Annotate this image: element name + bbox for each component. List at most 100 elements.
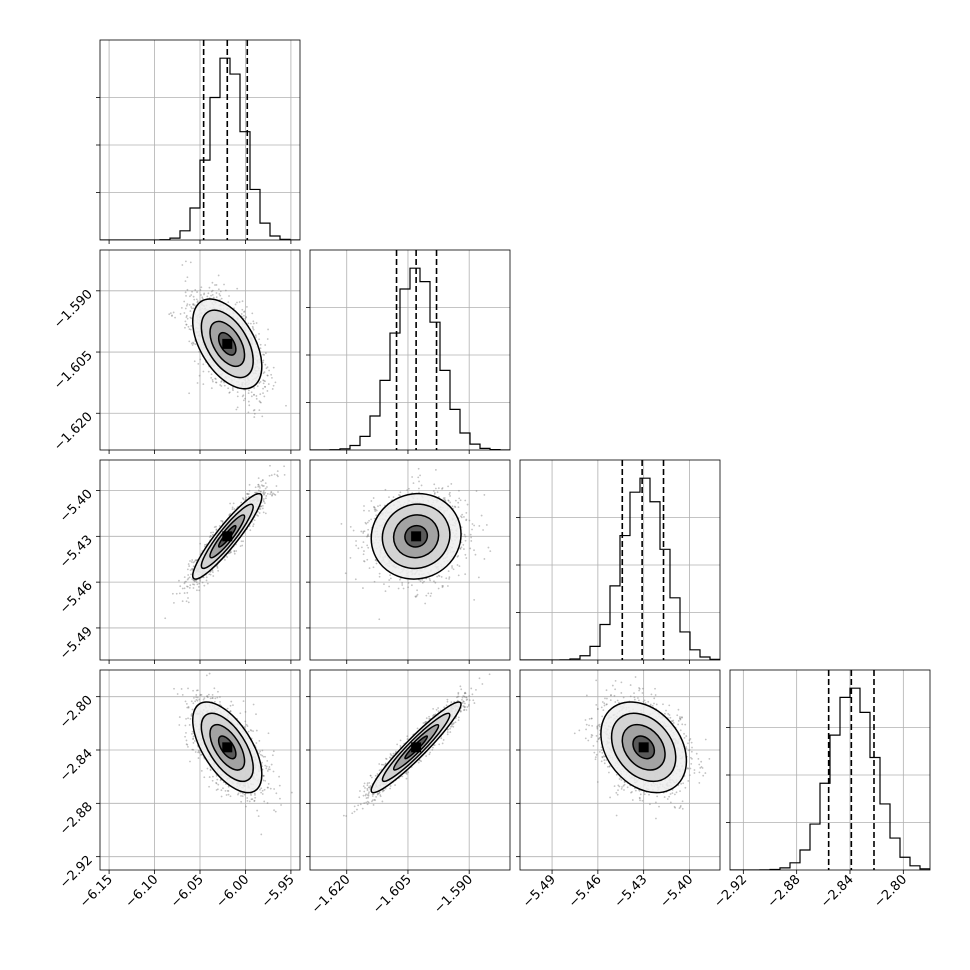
sample-point — [189, 328, 192, 331]
sample-point — [190, 317, 193, 320]
sample-point — [261, 507, 264, 510]
sample-point — [443, 497, 446, 499]
sample-point — [475, 490, 478, 492]
panel-2-0: −5.49−5.46−5.43−5.40 — [57, 459, 301, 664]
sample-point — [191, 559, 194, 561]
sample-point — [253, 416, 256, 418]
sample-point — [269, 464, 271, 467]
sample-point — [193, 298, 196, 301]
sample-point — [248, 389, 250, 392]
sample-point — [271, 377, 273, 379]
sample-point — [489, 550, 492, 553]
sample-point — [192, 561, 195, 564]
sample-point — [246, 305, 248, 308]
sample-point — [217, 569, 220, 572]
sample-point — [444, 499, 447, 502]
density-contour — [209, 320, 246, 368]
sample-point — [236, 287, 239, 290]
sample-point — [228, 295, 230, 297]
sample-point — [407, 586, 410, 589]
sample-point — [272, 366, 275, 369]
sample-point — [267, 383, 270, 385]
sample-point — [187, 563, 190, 565]
sample-point — [193, 560, 196, 563]
sample-point — [196, 583, 199, 586]
sample-point — [276, 474, 279, 477]
sample-point — [448, 576, 451, 579]
histogram-step — [310, 267, 510, 450]
sample-point — [441, 487, 443, 490]
sample-point — [219, 384, 222, 386]
sample-point — [447, 485, 449, 488]
sample-point — [236, 301, 238, 304]
sample-point — [198, 589, 201, 592]
sample-point — [360, 530, 363, 533]
sample-point — [437, 587, 440, 590]
sample-point — [457, 555, 460, 557]
sample-point — [254, 334, 257, 337]
sample-point — [233, 552, 236, 555]
sample-point — [258, 332, 260, 335]
sample-point — [262, 492, 265, 495]
sample-point — [266, 492, 269, 495]
sample-point — [194, 289, 197, 291]
sample-point — [471, 528, 473, 531]
sample-point — [373, 506, 376, 509]
sample-point — [283, 474, 286, 476]
sample-point — [362, 530, 365, 533]
sample-point — [262, 361, 264, 364]
sample-point — [265, 495, 268, 497]
sample-point — [217, 288, 220, 291]
sample-point — [253, 394, 255, 396]
sample-point — [190, 325, 193, 327]
sample-point — [375, 509, 378, 512]
sample-point — [344, 572, 347, 575]
sample-point — [185, 600, 188, 603]
sample-point — [263, 489, 265, 492]
sample-point — [366, 558, 369, 561]
sample-point — [389, 574, 391, 577]
sample-point — [277, 491, 279, 493]
sample-point — [408, 487, 410, 490]
sample-point — [245, 316, 248, 319]
sample-point — [192, 587, 195, 589]
sample-point — [258, 409, 261, 412]
sample-point — [384, 488, 387, 491]
sample-point — [231, 387, 234, 390]
sample-point — [268, 474, 271, 477]
sample-point — [245, 496, 248, 499]
sample-point — [186, 288, 189, 291]
sample-point — [366, 534, 369, 537]
sample-point — [195, 298, 198, 301]
sample-point — [434, 469, 437, 471]
sample-point — [411, 476, 414, 478]
sample-point — [378, 572, 381, 575]
sample-point — [432, 490, 435, 492]
sample-point — [373, 580, 376, 583]
sample-point — [186, 303, 189, 306]
sample-point — [211, 380, 214, 383]
sample-point — [227, 387, 230, 390]
sample-point — [261, 415, 264, 418]
sample-point — [362, 553, 365, 556]
sample-point — [191, 307, 193, 310]
sample-point — [264, 352, 267, 355]
sample-point — [200, 294, 202, 296]
sample-point — [270, 490, 273, 493]
sample-point — [443, 498, 446, 501]
sample-point — [223, 381, 226, 384]
sample-point — [259, 490, 262, 493]
sample-point — [208, 286, 211, 289]
sample-point — [468, 519, 471, 522]
sample-point — [270, 373, 273, 376]
sample-point — [433, 493, 436, 495]
sample-point — [262, 499, 265, 502]
y-tick-label: −5.46 — [57, 578, 96, 617]
sample-point — [262, 498, 265, 500]
sample-point — [270, 491, 273, 494]
sample-point — [480, 514, 483, 517]
y-tick-label: −1.590 — [51, 287, 96, 332]
plot-layer: −1.620−1.605−1.590−5.49−5.46−5.43−5.40−2… — [51, 39, 931, 917]
sample-point — [255, 395, 258, 397]
panel-2-1 — [306, 459, 511, 664]
